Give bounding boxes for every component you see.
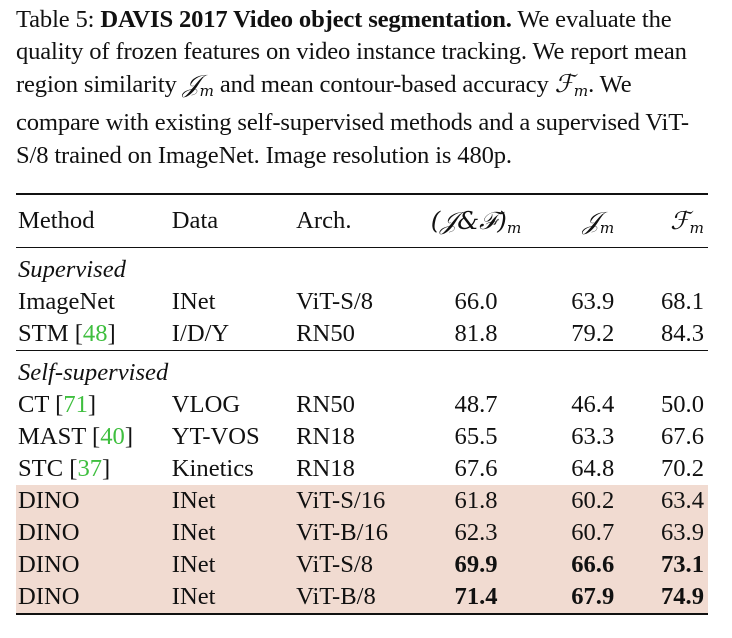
caption-text-3: . We compare with existing self-supervis… <box>16 71 689 169</box>
citation-link[interactable]: 71 <box>63 391 88 418</box>
table-row-dino: DINO INet ViT-B/8 71.4 67.9 74.9 <box>16 581 708 615</box>
table-row: CT [71] VLOG RN50 48.7 46.4 50.0 <box>18 391 704 418</box>
caption-text-2: and mean contour-based accuracy <box>219 71 549 99</box>
citation-link[interactable]: 48 <box>82 320 108 347</box>
col-method: Method <box>16 193 170 248</box>
col-j: 𝒥m <box>534 193 633 248</box>
table-row: STC [37] Kinetics RN18 67.6 64.8 70.2 <box>18 455 704 482</box>
table-caption: Table 5: DAVIS 2017 Video object segment… <box>16 4 716 172</box>
symbol-j-m: 𝒥m <box>182 69 214 101</box>
caption-text-1: We evaluate the quality of frozen featur… <box>16 6 687 99</box>
table-row: MAST [40] YT-VOS RN18 65.5 63.3 67.6 <box>18 423 704 450</box>
col-f: ℱm <box>632 193 708 248</box>
table-row-dino: DINO INet ViT-S/8 69.9 66.6 73.1 <box>16 549 708 581</box>
section-supervised: Supervised <box>18 256 126 283</box>
table-row: ImageNet INet ViT-S/8 66.0 63.9 68.1 <box>18 288 704 315</box>
table-row: STM [48] I/D/Y RN50 81.8 79.2 84.3 <box>18 320 704 347</box>
table-row-dino: DINO INet ViT-B/16 62.3 60.7 63.9 <box>16 517 708 549</box>
col-arch: Arch. <box>294 193 418 248</box>
results-table: Method Data Arch. (𝒥&ℱ)m 𝒥m ℱm Supervise… <box>16 193 708 615</box>
citation-link[interactable]: 40 <box>100 423 125 450</box>
caption-title: DAVIS 2017 Video object segmentation. <box>100 6 512 33</box>
col-data: Data <box>169 193 295 248</box>
section-self-supervised: Self-supervised <box>16 350 708 389</box>
header-row: Method Data Arch. (𝒥&ℱ)m 𝒥m ℱm <box>16 193 708 248</box>
citation-link[interactable]: 37 <box>77 455 103 482</box>
symbol-f-m: ℱm <box>554 69 589 101</box>
col-jf: (𝒥&ℱ)m <box>417 193 535 248</box>
caption-label: Table 5: <box>16 6 95 33</box>
table-row-dino: DINO INet ViT-S/16 61.8 60.2 63.4 <box>16 485 708 517</box>
